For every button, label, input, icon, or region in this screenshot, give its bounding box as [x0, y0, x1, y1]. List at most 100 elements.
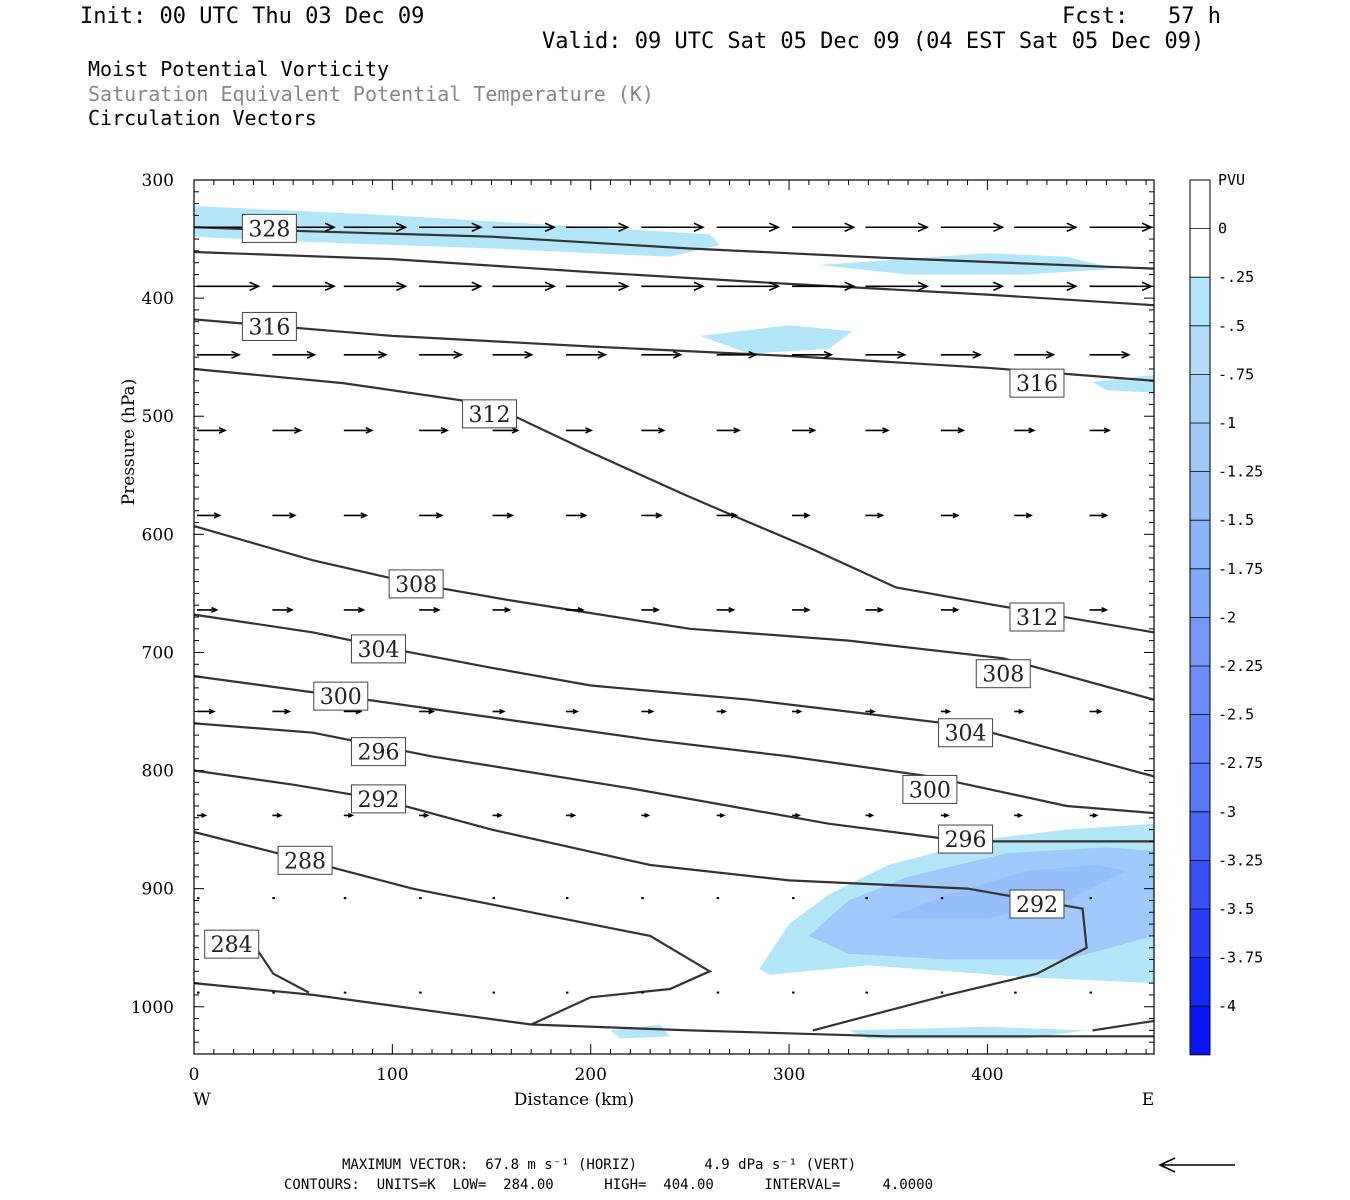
- vector-arrow: [272, 426, 303, 434]
- vector-arrow: [940, 350, 982, 359]
- vector-head: [672, 350, 683, 359]
- vector-head: [324, 222, 336, 233]
- vector-arrow: [641, 512, 663, 519]
- vector-head: [1096, 708, 1103, 715]
- vector-arrow: [792, 991, 795, 994]
- contour-label-text: 292: [357, 788, 399, 813]
- vector-dot: [419, 991, 422, 994]
- vector-arrow: [565, 427, 594, 434]
- colorbar-swatch: [1190, 860, 1210, 909]
- contour-label-box: [313, 681, 369, 711]
- vector-head: [993, 222, 1005, 233]
- vector-head: [944, 709, 952, 714]
- vector-head: [844, 222, 856, 233]
- vector-arrow: [1014, 512, 1033, 519]
- reference-arrow-icon: [1158, 1157, 1235, 1173]
- vector-dot: [792, 991, 795, 994]
- vector-head: [972, 350, 982, 359]
- vector-head: [993, 281, 1005, 292]
- vector-dot: [792, 897, 795, 900]
- vector-head: [618, 281, 630, 292]
- vector-head: [1101, 512, 1109, 519]
- contour-label-text: 308: [982, 663, 1024, 688]
- vector-arrow: [940, 709, 952, 714]
- y-axis-label: Pressure (hPa): [119, 379, 139, 506]
- circulation-vectors: [197, 222, 1154, 994]
- vector-head: [218, 426, 227, 434]
- x-end-label-east: E: [1142, 1090, 1154, 1110]
- vector-arrow: [716, 281, 781, 292]
- vector-arrow: [865, 350, 907, 359]
- contour-label: 300: [902, 774, 958, 804]
- contour-label: 284: [204, 929, 260, 959]
- vector-head: [808, 427, 817, 434]
- contour-label: 316: [241, 311, 297, 341]
- vector-arrow: [565, 708, 580, 715]
- vector-head: [877, 607, 885, 613]
- colorbar-swatch: [1190, 763, 1210, 812]
- y-tick-label: 300: [142, 171, 174, 191]
- vector-arrow: [940, 512, 960, 519]
- vector-arrow: [1089, 427, 1112, 434]
- vector-arrow: [419, 512, 444, 519]
- colorbar-swatch: [1190, 811, 1210, 861]
- vector-arrow: [1089, 512, 1109, 519]
- vector-arrow: [792, 427, 817, 434]
- pv-region-2: [699, 325, 853, 354]
- vector-arrow: [1014, 813, 1024, 818]
- vector-head: [544, 222, 557, 233]
- colorbar-swatch: [1190, 325, 1210, 375]
- vector-head: [572, 708, 580, 715]
- vector-arrow: [1089, 222, 1154, 233]
- vector-head: [1045, 350, 1056, 359]
- vector-head: [211, 606, 219, 613]
- vector-arrow: [792, 813, 801, 818]
- vector-head: [655, 512, 663, 519]
- contour-label-text: 328: [248, 217, 290, 242]
- contour-label-box: [938, 824, 994, 854]
- vector-head: [524, 350, 534, 359]
- vector-head: [1101, 607, 1109, 613]
- contour-label-box: [902, 774, 958, 804]
- vector-arrow: [1089, 281, 1154, 292]
- vector-arrow: [565, 350, 608, 359]
- vector-arrow: [792, 350, 834, 359]
- vector-arrow: [1014, 991, 1017, 994]
- vector-arrow: [419, 897, 422, 900]
- vector-dot: [272, 897, 275, 900]
- title-pv: Moist Potential Vorticity: [88, 57, 390, 81]
- vector-arrow: [1014, 281, 1078, 292]
- y-tick-label: 800: [142, 762, 174, 782]
- theta-contour-312: [193, 367, 1155, 634]
- contour-label-text: 296: [357, 741, 399, 766]
- colorbar-swatch: [1190, 714, 1210, 764]
- pv-shading: [194, 206, 1154, 1039]
- contour-label-box: [1009, 368, 1065, 398]
- vector-dot: [641, 991, 644, 994]
- vector-head: [844, 281, 856, 292]
- colorbar-swatch: [1190, 909, 1210, 958]
- contour-label-text: 292: [1016, 893, 1058, 918]
- vector-head: [511, 427, 520, 434]
- vector-arrow: [641, 427, 666, 434]
- vector-head: [1025, 512, 1033, 519]
- vector-head: [471, 281, 483, 292]
- vector-arrow: [716, 222, 781, 233]
- vector-arrow: [565, 512, 588, 519]
- contour-labels: 328 316 316 312 312 308 308 304 304 300 300 296 296 2…: [204, 213, 1065, 959]
- pv-region-6: [888, 865, 1127, 919]
- colorbar-swatch: [1190, 374, 1210, 423]
- contour-label: 296: [938, 824, 994, 854]
- colorbar-tick-label: -3.25: [1218, 851, 1263, 869]
- pv-colorbar: PVU 0 -.25 -.5 -.75 -1 -1.25 -1.5 -1.75 -2 -2.25 -2…: [1189, 171, 1263, 1056]
- vector-head: [693, 222, 705, 233]
- colorbar-swatch: [1190, 277, 1210, 326]
- vector-arrow: [272, 897, 275, 900]
- vector-head: [823, 350, 834, 359]
- vector-head: [347, 812, 355, 818]
- vector-arrow: [716, 991, 720, 994]
- vector-head: [803, 512, 811, 519]
- vector-head: [208, 708, 216, 715]
- vector-arrow: [492, 812, 503, 818]
- vector-arrow: [1014, 350, 1056, 359]
